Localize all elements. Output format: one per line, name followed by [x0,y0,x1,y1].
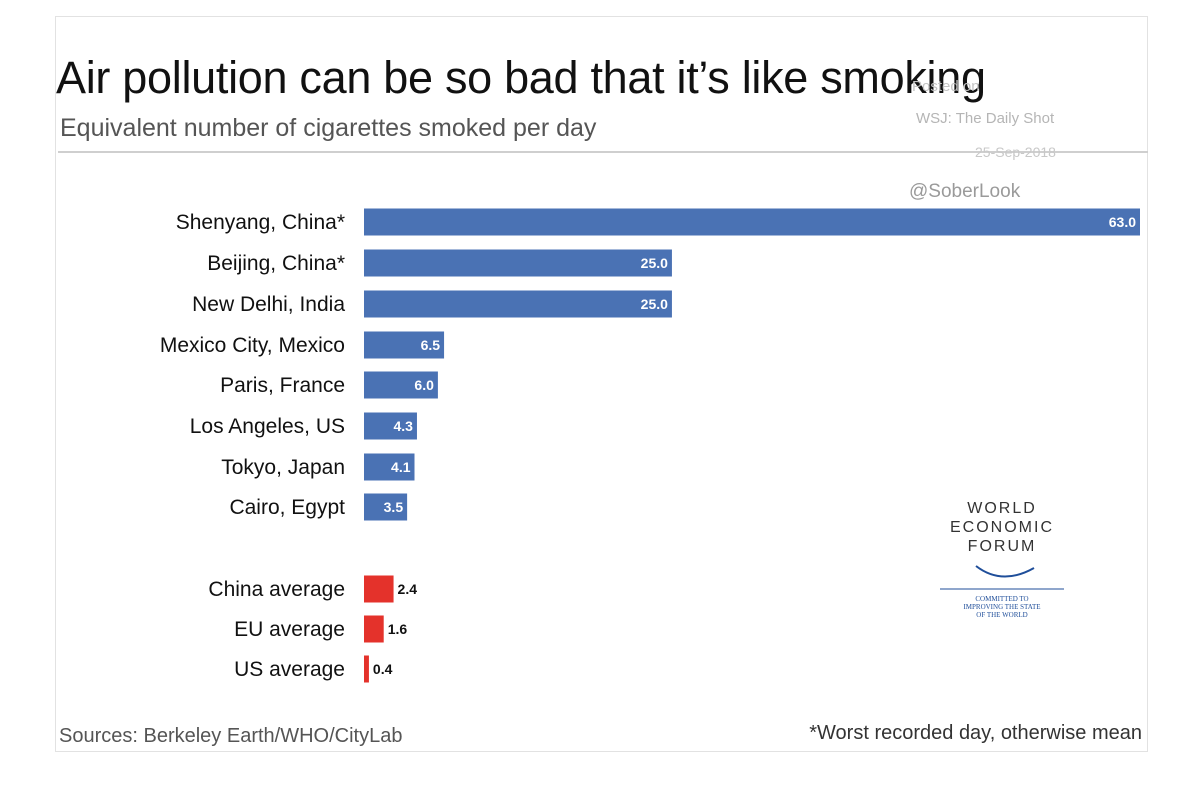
bar-paris-france [364,371,438,399]
value-label-paris-france: 6.0 [414,377,434,393]
value-label-beijing-china: 25.0 [641,255,668,271]
category-label-los-angeles-us: Los Angeles, US [190,415,345,438]
bar-new-delhi-india [364,290,672,318]
chart-card [55,16,1148,752]
bar-beijing-china [364,249,672,277]
category-label-paris-france: Paris, France [220,374,345,397]
value-label-eu-average: 1.6 [388,621,408,637]
category-label-tokyo-japan: Tokyo, Japan [221,456,345,479]
bar-cairo-egypt [364,493,408,521]
logo-line-forum: FORUM [967,538,1037,555]
bar-us-average [364,655,369,683]
bar-china-average [364,575,394,603]
watermark-posted: Posted on [912,78,980,95]
value-label-mexico-city-mexico: 6.5 [421,337,441,353]
category-label-us-average: US average [234,658,345,681]
category-label-china-average: China average [208,578,345,601]
watermark-date: 25-Sep-2018 [975,144,1056,160]
value-label-tokyo-japan: 4.1 [391,459,411,475]
value-label-us-average: 0.4 [373,661,393,677]
chart-subtitle: Equivalent number of cigarettes smoked p… [60,114,597,142]
value-label-new-delhi-india: 25.0 [641,296,668,312]
value-label-china-average: 2.4 [398,581,418,597]
logo-tagline-1: COMMITTED TO [975,595,1029,603]
logo-tagline-2: IMPROVING THE STATE [963,603,1041,611]
watermark-source: WSJ: The Daily Shot [916,110,1055,127]
bar-shenyang-china [364,208,1140,236]
value-label-cairo-egypt: 3.5 [384,499,404,515]
watermark-handle: @SoberLook [909,181,1021,202]
bar-tokyo-japan [364,453,415,481]
category-label-cairo-egypt: Cairo, Egypt [229,496,345,519]
logo-tagline: COMMITTED TO IMPROVING THE STATE OF THE … [936,595,1068,625]
category-label-new-delhi-india: New Delhi, India [192,293,345,316]
category-label-mexico-city-mexico: Mexico City, Mexico [160,334,345,357]
footnote: *Worst recorded day, otherwise mean [809,722,1142,744]
sources-note: Sources: Berkeley Earth/WHO/CityLab [59,725,403,747]
value-label-shenyang-china: 63.0 [1109,214,1136,230]
category-label-shenyang-china: Shenyang, China* [176,211,345,234]
logo-line-economic: ECONOMIC [950,519,1054,536]
bar-eu-average [364,615,384,643]
wef-arc-icon [940,565,1064,590]
category-label-eu-average: EU average [234,618,345,641]
value-label-los-angeles-us: 4.3 [393,418,413,434]
logo-line-world: WORLD [967,500,1037,517]
bar-mexico-city-mexico [364,331,445,359]
wef-logo: WORLD ECONOMIC FORUM COMMITTED TO IMPROV… [936,500,1068,640]
bar-los-angeles-us [364,412,417,440]
category-label-beijing-china: Beijing, China* [207,252,345,275]
title-divider [58,151,1148,153]
chart-title: Air pollution can be so bad that it’s li… [56,52,986,103]
logo-tagline-3: OF THE WORLD [976,611,1028,619]
